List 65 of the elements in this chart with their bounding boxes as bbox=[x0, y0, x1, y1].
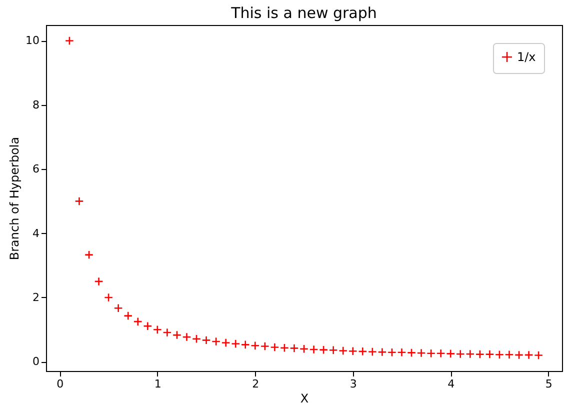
point bbox=[250, 341, 260, 350]
y-tick-label: 10 bbox=[26, 34, 40, 48]
point bbox=[504, 350, 514, 360]
x-tick-label: 0 bbox=[56, 378, 64, 390]
x-tick-label: 4 bbox=[448, 378, 455, 390]
point bbox=[328, 346, 338, 355]
point bbox=[192, 334, 202, 344]
point bbox=[182, 332, 192, 342]
point bbox=[416, 348, 426, 358]
point bbox=[260, 342, 270, 351]
point bbox=[270, 342, 280, 352]
x-tick-label: 3 bbox=[350, 378, 357, 390]
point bbox=[133, 317, 142, 326]
point bbox=[338, 346, 348, 356]
point bbox=[456, 349, 465, 359]
point bbox=[466, 349, 475, 359]
point bbox=[124, 311, 133, 320]
point bbox=[240, 340, 250, 350]
x-tick-label: 2 bbox=[252, 378, 260, 390]
point bbox=[64, 36, 74, 46]
y-tick-label: 6 bbox=[32, 162, 40, 176]
point bbox=[162, 328, 172, 338]
y-axis-title: Branch of Hyperbola bbox=[8, 136, 22, 260]
point bbox=[143, 322, 152, 331]
point bbox=[426, 348, 436, 358]
point bbox=[114, 304, 123, 313]
point bbox=[406, 348, 416, 358]
y-tick-label: 4 bbox=[32, 226, 40, 240]
x-axis-title: X bbox=[300, 392, 309, 406]
point bbox=[397, 348, 406, 357]
chart-title: This is a new graph bbox=[230, 4, 377, 22]
legend-label: 1/x bbox=[517, 50, 536, 64]
point bbox=[104, 292, 114, 302]
point bbox=[319, 345, 328, 354]
point bbox=[436, 348, 446, 358]
point bbox=[202, 336, 211, 345]
point bbox=[172, 330, 182, 340]
point bbox=[231, 339, 240, 348]
point bbox=[290, 344, 299, 353]
point bbox=[378, 348, 387, 357]
x-tick-label: 5 bbox=[545, 378, 552, 390]
point bbox=[212, 336, 221, 346]
point bbox=[524, 350, 534, 360]
point bbox=[494, 350, 504, 360]
point bbox=[485, 350, 494, 359]
point bbox=[152, 325, 162, 334]
point bbox=[348, 346, 358, 356]
point bbox=[446, 349, 456, 358]
point bbox=[84, 250, 94, 260]
y-tick-label: 8 bbox=[32, 98, 40, 112]
point bbox=[94, 276, 104, 286]
point bbox=[221, 338, 230, 348]
point bbox=[358, 346, 368, 356]
point bbox=[280, 343, 289, 352]
point bbox=[299, 344, 309, 354]
point bbox=[309, 344, 318, 354]
point bbox=[74, 196, 84, 206]
y-tick-label: 2 bbox=[32, 291, 40, 304]
y-tick-label: 0 bbox=[32, 355, 40, 368]
point bbox=[475, 350, 484, 359]
point bbox=[514, 350, 524, 360]
x-tick-label: 1 bbox=[154, 378, 162, 390]
point bbox=[387, 348, 396, 357]
point bbox=[534, 350, 544, 360]
point bbox=[368, 347, 377, 356]
